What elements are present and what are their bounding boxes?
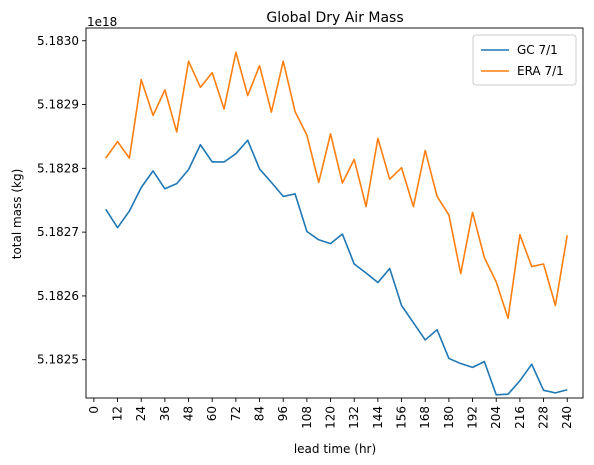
y-tick-label: 5.1830 [37, 34, 79, 48]
chart-title: Global Dry Air Mass [266, 10, 403, 26]
plot-frame [85, 27, 584, 399]
x-tick-label: 60 [205, 406, 219, 421]
legend-entry: GC 7/1 [517, 43, 558, 57]
x-tick-label: 36 [158, 406, 172, 421]
x-tick-label: 228 [537, 406, 551, 429]
x-tick-label: 24 [134, 406, 148, 421]
legend: GC 7/1 ERA 7/1 [472, 34, 577, 86]
x-tick-label: 168 [418, 406, 432, 429]
x-tick-label: 120 [324, 406, 338, 429]
x-tick-label: 156 [395, 406, 409, 429]
y-tick-label: 5.1829 [37, 98, 79, 112]
x-tick-label: 108 [300, 406, 314, 429]
y-tick-label: 5.1828 [37, 161, 79, 175]
x-tick-label: 192 [466, 406, 480, 429]
x-tick-label: 96 [276, 406, 290, 421]
y-tick-label: 5.1825 [37, 353, 79, 367]
y-tick-label: 5.1827 [37, 225, 79, 239]
x-tick-label: 12 [111, 406, 125, 421]
x-tick-label: 0 [87, 406, 101, 414]
x-tick-label: 132 [347, 406, 361, 429]
x-tick-label: 180 [442, 406, 456, 429]
y-axis-label: total mass (kg) [10, 169, 24, 260]
y-axis-offset-label: 1e18 [87, 15, 117, 29]
legend-frame [472, 34, 577, 86]
x-tick-label: 216 [513, 406, 527, 429]
x-tick-label: 144 [371, 406, 385, 429]
legend-entry: ERA 7/1 [517, 64, 564, 78]
x-tick-label: 204 [489, 406, 503, 429]
plot-area: 0 12 24 36 48 60 72 84 96 108 120 132 144 156 168 180 19… [37, 27, 584, 429]
x-tick-label: 48 [182, 406, 196, 421]
x-tick-label: 84 [253, 406, 267, 421]
series-line-1 [105, 139, 568, 396]
x-axis-label: lead time (hr) [294, 442, 376, 456]
x-tick-label: 72 [229, 406, 243, 421]
series-line-2 [105, 51, 569, 320]
y-tick-label: 5.1826 [37, 289, 79, 303]
x-tick-label: 240 [560, 406, 574, 429]
